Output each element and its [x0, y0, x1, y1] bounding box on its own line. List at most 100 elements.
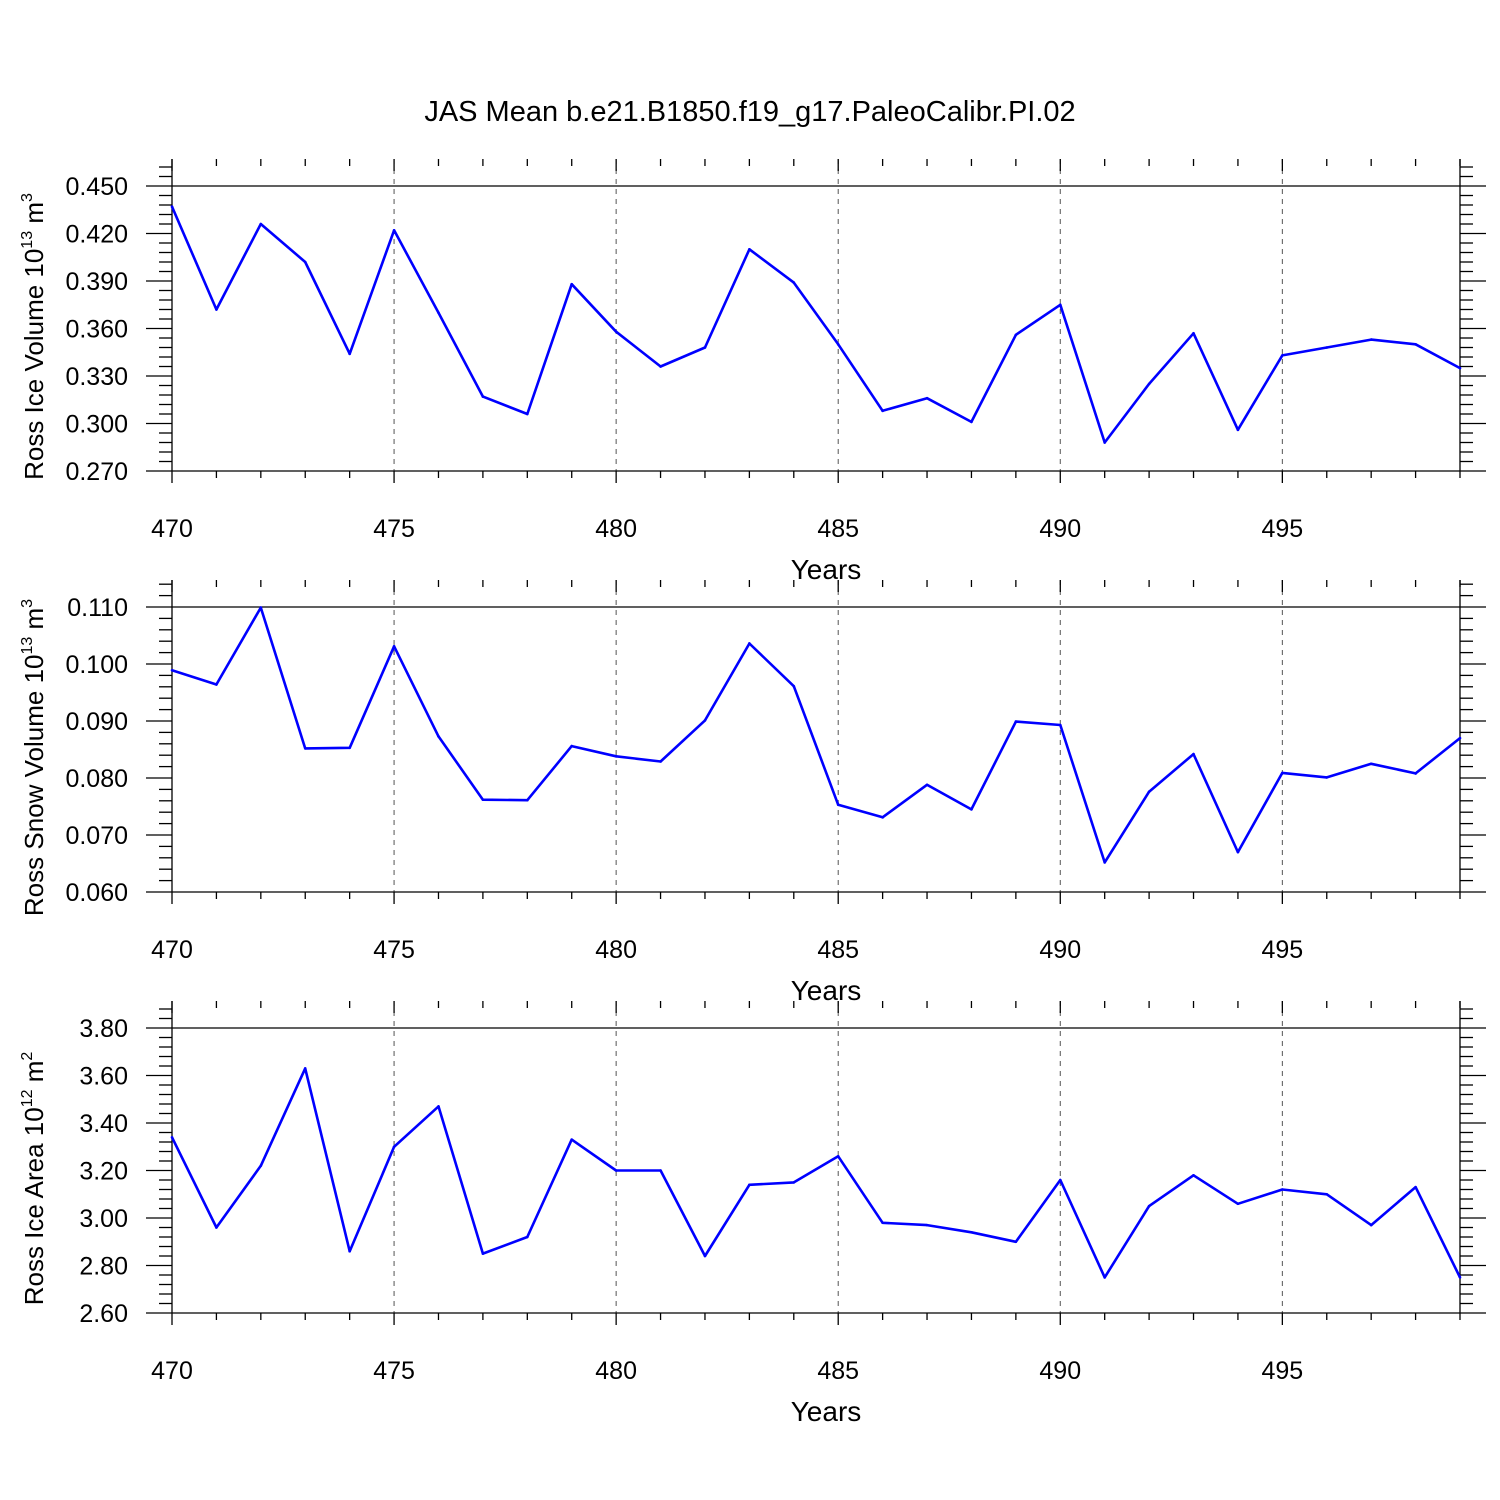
y-axis-label-part: m	[19, 608, 49, 637]
data-point	[1458, 366, 1462, 370]
panels: 470 475 480 485 490 495 Years 0.270 0.300 0.330 0.…	[19, 159, 1486, 1427]
y-tick-label: 0.270	[65, 458, 128, 486]
x-tick-label: 490	[1039, 515, 1081, 543]
data-point	[970, 1230, 973, 1234]
y-tick-label: 3.80	[79, 1015, 128, 1043]
data-point	[614, 330, 618, 333]
data-point	[970, 420, 973, 424]
y-axis-label-part: Ross Snow Volume 10	[19, 655, 49, 917]
data-point	[792, 1181, 796, 1184]
panel-ice-volume: 470 475 480 485 490 495 Years 0.270 0.300 0.330 0.…	[19, 159, 1486, 585]
data-point	[392, 1145, 396, 1149]
series-line-ice-area	[170, 1067, 1462, 1279]
data-point	[526, 798, 529, 802]
data-point	[303, 1067, 307, 1070]
data-point	[1147, 790, 1151, 793]
data-point	[570, 282, 574, 286]
data-point	[881, 409, 884, 413]
data-point	[570, 1138, 574, 1141]
y-tick-label: 3.00	[79, 1205, 128, 1233]
y-axis-label: Ross Ice Area 1012 m2	[19, 1052, 49, 1306]
panel-snow-volume: 470 475 480 485 490 495 Years 0.060 0.070 0.080 0.…	[19, 580, 1486, 1006]
x-tick-label: 470	[151, 936, 193, 964]
data-point	[1014, 333, 1018, 337]
data-point	[1414, 1185, 1417, 1189]
y-tick-label: 0.080	[65, 765, 128, 793]
data-point	[925, 1223, 929, 1227]
data-point	[614, 1169, 618, 1172]
data-point	[1236, 1202, 1240, 1206]
data-point	[1103, 441, 1106, 444]
data-point	[1369, 762, 1373, 766]
data-point	[1414, 343, 1417, 346]
y-tick-label: 0.110	[67, 594, 128, 622]
x-tick-label: 475	[373, 1357, 415, 1385]
y-axis-label-superscript: 3	[19, 193, 36, 202]
data-point	[437, 1105, 440, 1108]
y-tick-label: 0.420	[65, 221, 128, 249]
x-axis-label: Years	[791, 975, 862, 1006]
y-axis-label-superscript: 3	[19, 599, 36, 608]
data-point	[1147, 382, 1151, 386]
data-point	[1103, 1276, 1106, 1279]
data-point	[1325, 776, 1329, 779]
data-point	[259, 222, 263, 226]
data-point	[1192, 752, 1195, 756]
x-tick-label: 480	[595, 515, 637, 543]
data-point	[1236, 428, 1240, 432]
y-tick-label: 3.20	[79, 1158, 128, 1186]
y-tick-label: 0.300	[65, 411, 128, 439]
x-tick-label: 480	[595, 1357, 637, 1385]
y-tick-label: 0.390	[65, 268, 128, 296]
data-point	[526, 1235, 529, 1239]
panel-ice-area: 470 475 480 485 490 495 Years 2.60 2.80 3.00 3.20 3…	[19, 1001, 1486, 1427]
data-point	[481, 395, 485, 398]
y-axis-label-part: m	[19, 202, 49, 231]
data-point	[348, 352, 351, 356]
x-tick-label: 470	[151, 1357, 193, 1385]
data-point	[437, 735, 440, 738]
data-point	[1058, 723, 1062, 727]
y-tick-label: 0.450	[65, 173, 128, 201]
data-point	[303, 747, 307, 750]
data-point	[1236, 850, 1240, 854]
data-point	[748, 1183, 751, 1187]
x-tick-label: 485	[817, 1357, 859, 1385]
data-point	[1458, 736, 1462, 740]
y-tick-label: 2.60	[79, 1300, 128, 1328]
x-tick-label: 490	[1039, 936, 1081, 964]
data-point	[1192, 331, 1195, 335]
data-point	[570, 744, 574, 748]
data-point	[348, 746, 351, 750]
figure-title: JAS Mean b.e21.B1850.f19_g17.PaleoCalibr…	[424, 96, 1075, 128]
x-tick-label: 475	[373, 936, 415, 964]
y-axis-label-superscript: 13	[19, 637, 36, 655]
x-axis-label: Years	[791, 1396, 862, 1427]
y-tick-label: 0.090	[65, 708, 128, 736]
data-point	[259, 1164, 263, 1168]
x-tick-label: 480	[595, 936, 637, 964]
data-point	[1147, 1204, 1151, 1208]
data-point	[703, 1254, 707, 1258]
y-axis-label-superscript: 12	[19, 1089, 36, 1107]
series-line-ice-volume	[170, 206, 1461, 444]
x-tick-label: 495	[1261, 515, 1303, 543]
data-point	[1014, 1240, 1018, 1244]
y-axis-label-part: Ross Ice Area 10	[19, 1107, 49, 1305]
y-tick-label: 0.060	[65, 879, 128, 907]
x-axis-label: Years	[791, 554, 862, 585]
y-tick-label: 2.80	[79, 1253, 128, 1281]
data-point	[481, 1252, 485, 1255]
data-point	[836, 343, 840, 346]
data-point	[1458, 1276, 1462, 1279]
data-point	[215, 683, 218, 686]
y-tick-label: 0.330	[65, 363, 128, 391]
data-point	[792, 684, 796, 688]
data-point	[881, 1221, 884, 1225]
data-point	[748, 248, 751, 251]
x-tick-label: 495	[1261, 936, 1303, 964]
data-point	[1014, 720, 1018, 723]
data-point	[215, 308, 218, 311]
data-point	[170, 668, 174, 672]
y-tick-label: 3.60	[79, 1063, 128, 1091]
